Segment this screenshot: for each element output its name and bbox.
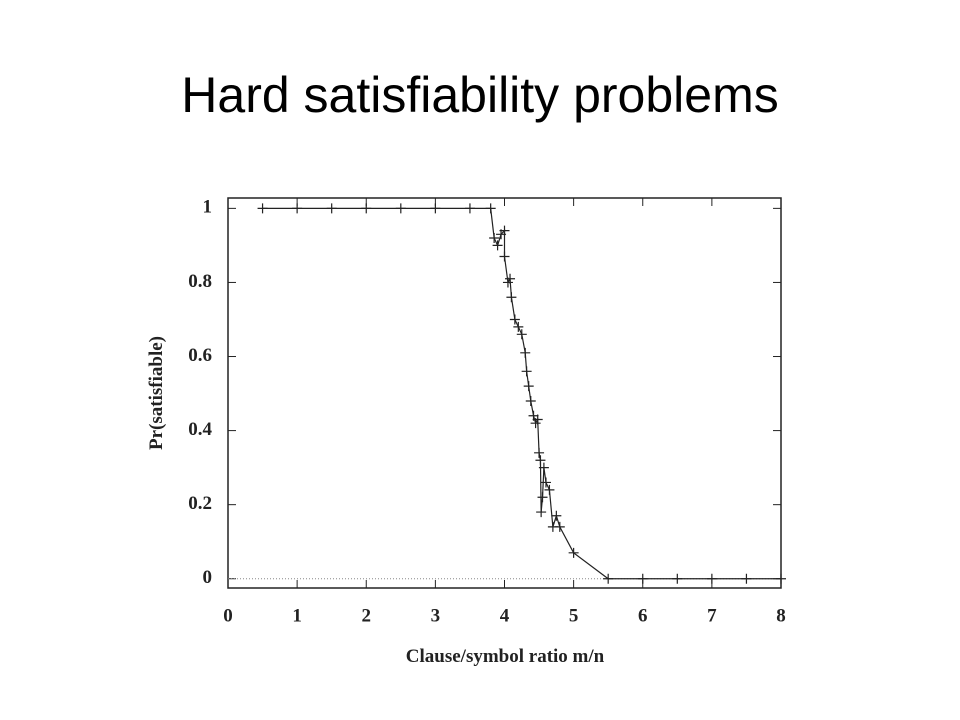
point-marker	[537, 492, 548, 503]
point-marker	[326, 203, 337, 214]
point-marker	[361, 203, 372, 214]
y-axis-label: Pr(satisfiable)	[146, 336, 167, 450]
point-marker	[672, 573, 683, 584]
x-tick-label: 1	[292, 605, 302, 626]
point-marker	[464, 203, 475, 214]
point-marker	[776, 573, 786, 584]
x-tick-label: 7	[707, 605, 717, 626]
y-tick-label: 0.4	[188, 419, 212, 440]
point-marker	[568, 547, 579, 558]
point-marker	[505, 273, 516, 284]
y-tick-label: 0.2	[188, 493, 212, 514]
point-marker	[544, 484, 555, 495]
y-tick-label: 0	[203, 567, 213, 588]
point-marker	[534, 447, 545, 458]
point-marker	[257, 203, 268, 214]
point-marker	[513, 321, 524, 332]
point-marker	[485, 203, 496, 214]
point-marker	[540, 477, 551, 488]
point-marker	[430, 203, 441, 214]
x-axis-label: Clause/symbol ratio m/n	[406, 646, 605, 667]
point-marker	[523, 381, 534, 392]
point-marker	[551, 510, 562, 521]
point-marker	[532, 414, 543, 425]
point-marker	[516, 329, 527, 340]
y-tick-label: 0.8	[188, 271, 212, 292]
point-marker	[521, 366, 532, 377]
point-marker	[395, 203, 406, 214]
chart-title: Hard satisfiability problems	[181, 67, 778, 123]
point-marker	[538, 462, 549, 473]
point-marker	[536, 507, 547, 518]
x-tick-label: 6	[638, 605, 648, 626]
x-tick-label: 3	[431, 605, 441, 626]
x-tick-label: 2	[362, 605, 372, 626]
point-marker	[741, 573, 752, 584]
x-tick-label: 4	[500, 605, 510, 626]
point-marker	[520, 347, 531, 358]
y-tick-label: 1	[203, 197, 213, 218]
point-marker	[603, 573, 614, 584]
data-line	[262, 207, 781, 580]
point-marker	[554, 521, 565, 532]
point-marker	[637, 573, 648, 584]
point-marker	[489, 233, 500, 243]
point-marker	[492, 240, 503, 251]
x-tick-label: 0	[223, 605, 233, 626]
point-marker	[292, 203, 303, 214]
x-tick-label: 8	[776, 605, 786, 626]
point-marker	[506, 292, 517, 303]
point-marker	[499, 225, 510, 236]
point-marker	[535, 455, 546, 466]
y-tick-label: 0.6	[188, 345, 212, 366]
x-tick-label: 5	[569, 605, 579, 626]
point-marker	[525, 395, 536, 406]
point-marker	[499, 251, 510, 262]
point-marker	[509, 314, 520, 325]
point-marker	[706, 573, 717, 584]
